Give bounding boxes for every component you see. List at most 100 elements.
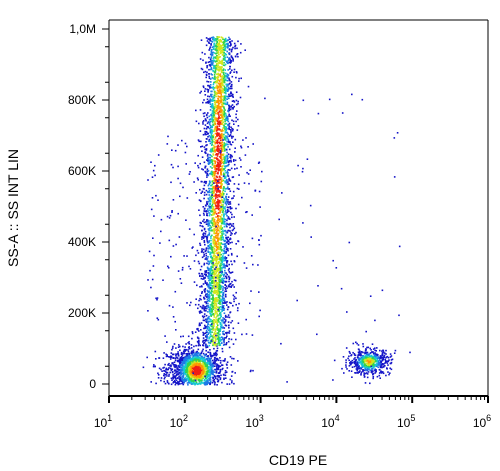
data-point xyxy=(208,207,211,209)
data-point xyxy=(198,363,200,365)
data-point xyxy=(210,311,213,313)
data-point xyxy=(228,135,230,137)
data-point xyxy=(236,255,238,258)
data-point xyxy=(209,364,212,367)
data-point xyxy=(178,366,180,368)
data-point xyxy=(215,47,218,49)
data-point xyxy=(194,373,196,375)
data-point xyxy=(220,168,223,171)
data-point xyxy=(223,337,226,339)
data-point xyxy=(207,223,210,225)
data-point xyxy=(172,381,175,383)
data-point xyxy=(213,356,216,359)
data-point xyxy=(198,373,200,375)
data-point xyxy=(191,331,194,333)
data-point xyxy=(155,358,157,360)
data-point xyxy=(146,356,148,359)
data-point xyxy=(217,291,219,293)
data-point xyxy=(198,369,201,371)
data-point xyxy=(220,262,222,265)
data-point xyxy=(207,81,210,83)
data-point xyxy=(206,40,209,42)
data-point xyxy=(215,153,217,156)
data-point xyxy=(211,224,214,226)
data-point xyxy=(193,370,195,373)
data-point xyxy=(207,248,210,250)
data-point xyxy=(219,243,221,246)
data-point xyxy=(200,378,203,380)
data-point xyxy=(226,73,229,75)
data-point xyxy=(217,319,219,321)
data-point xyxy=(214,193,217,195)
data-point xyxy=(207,210,210,212)
data-point xyxy=(203,208,206,210)
data-point xyxy=(209,373,212,376)
data-point xyxy=(206,325,209,327)
data-point xyxy=(224,258,227,261)
data-point xyxy=(205,148,208,150)
data-point xyxy=(223,215,225,218)
data-point xyxy=(197,337,199,339)
data-point xyxy=(197,348,200,351)
data-point xyxy=(208,262,210,264)
data-point xyxy=(210,49,213,51)
data-point xyxy=(206,326,208,329)
data-point xyxy=(213,179,216,182)
data-point xyxy=(207,256,209,258)
data-point xyxy=(207,284,209,287)
data-point xyxy=(214,241,217,243)
data-point xyxy=(189,361,192,363)
data-point xyxy=(222,95,225,98)
data-point xyxy=(237,125,240,127)
data-point xyxy=(203,296,205,299)
data-point xyxy=(210,209,212,212)
data-point xyxy=(209,46,212,48)
data-point xyxy=(222,200,225,203)
data-point xyxy=(218,66,221,68)
data-point xyxy=(212,213,215,215)
data-point xyxy=(213,271,216,274)
data-point xyxy=(210,315,212,317)
data-point xyxy=(180,351,183,354)
data-point xyxy=(229,226,231,229)
data-point xyxy=(221,217,224,220)
data-point xyxy=(192,349,195,351)
data-point xyxy=(184,346,186,348)
data-point xyxy=(222,135,224,138)
data-point xyxy=(210,245,213,247)
data-point xyxy=(211,36,213,39)
data-point xyxy=(230,91,232,93)
data-point xyxy=(212,362,215,365)
data-point xyxy=(209,98,211,100)
data-point xyxy=(210,341,212,344)
data-point xyxy=(187,354,190,357)
data-point xyxy=(213,71,216,74)
data-point xyxy=(193,379,195,382)
data-point xyxy=(233,332,236,334)
data-point xyxy=(210,148,212,151)
data-point xyxy=(228,104,230,107)
data-point xyxy=(217,105,220,107)
data-point xyxy=(219,302,221,305)
data-point xyxy=(215,204,217,207)
data-point xyxy=(172,362,174,364)
data-point xyxy=(231,127,233,130)
data-point xyxy=(218,107,220,110)
data-point xyxy=(232,225,235,228)
data-point xyxy=(216,224,219,226)
data-point xyxy=(220,162,222,165)
data-point xyxy=(216,59,219,62)
data-point xyxy=(195,359,197,362)
data-point xyxy=(180,361,182,364)
data-point xyxy=(193,363,196,365)
data-point xyxy=(187,362,189,365)
data-point xyxy=(214,298,216,300)
data-point xyxy=(224,314,227,317)
data-point xyxy=(372,358,374,361)
data-point xyxy=(208,209,211,211)
data-point xyxy=(225,281,227,283)
data-point xyxy=(206,208,209,210)
data-point xyxy=(205,221,207,223)
data-point xyxy=(219,220,221,223)
data-point xyxy=(218,195,221,198)
